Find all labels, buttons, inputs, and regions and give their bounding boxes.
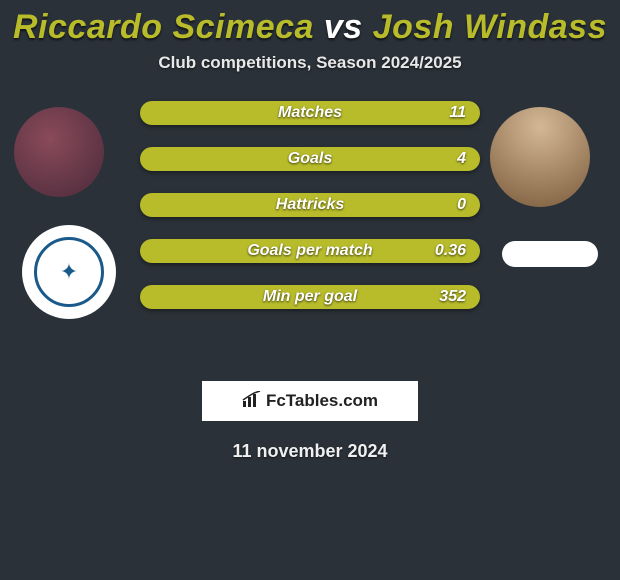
- comparison-card: Riccardo Scimeca vs Josh Windass Club co…: [0, 0, 620, 462]
- stat-label: Goals: [288, 150, 332, 168]
- cardiff-badge: ✦: [34, 237, 104, 307]
- stat-bar: Hattricks 0: [140, 193, 480, 217]
- chart-icon: [242, 391, 262, 412]
- subtitle: Club competitions, Season 2024/2025: [0, 53, 620, 73]
- stat-label: Goals per match: [247, 242, 372, 260]
- player1-club-badge: ✦: [22, 225, 116, 319]
- stat-label: Hattricks: [276, 196, 344, 214]
- stat-label: Matches: [278, 104, 342, 122]
- stat-bar: Min per goal 352: [140, 285, 480, 309]
- player2-name: Josh Windass: [373, 8, 607, 46]
- player1-name: Riccardo Scimeca: [13, 8, 314, 46]
- page-title: Riccardo Scimeca vs Josh Windass: [0, 8, 620, 47]
- generated-date: 11 november 2024: [0, 441, 620, 462]
- stat-bar: Matches 11: [140, 101, 480, 125]
- stat-value: 352: [439, 288, 466, 306]
- branding-badge: FcTables.com: [202, 381, 418, 421]
- comparison-body: ✦ Matches 11 Goals 4 Hattricks 0 Goals p…: [0, 101, 620, 351]
- stat-value: 11: [449, 104, 466, 122]
- stat-value: 0.36: [435, 242, 466, 260]
- stat-label: Min per goal: [263, 288, 357, 306]
- branding-text: FcTables.com: [266, 391, 378, 411]
- player2-club-badge: [502, 241, 598, 267]
- stats-bars: Matches 11 Goals 4 Hattricks 0 Goals per…: [140, 101, 480, 331]
- stat-bar: Goals 4: [140, 147, 480, 171]
- stat-bar: Goals per match 0.36: [140, 239, 480, 263]
- stat-value: 0: [457, 196, 466, 214]
- stat-value: 4: [457, 150, 466, 168]
- vs-text: vs: [324, 8, 363, 46]
- player1-avatar: [14, 107, 104, 197]
- bird-icon: ✦: [60, 261, 78, 283]
- player2-avatar: [490, 107, 590, 207]
